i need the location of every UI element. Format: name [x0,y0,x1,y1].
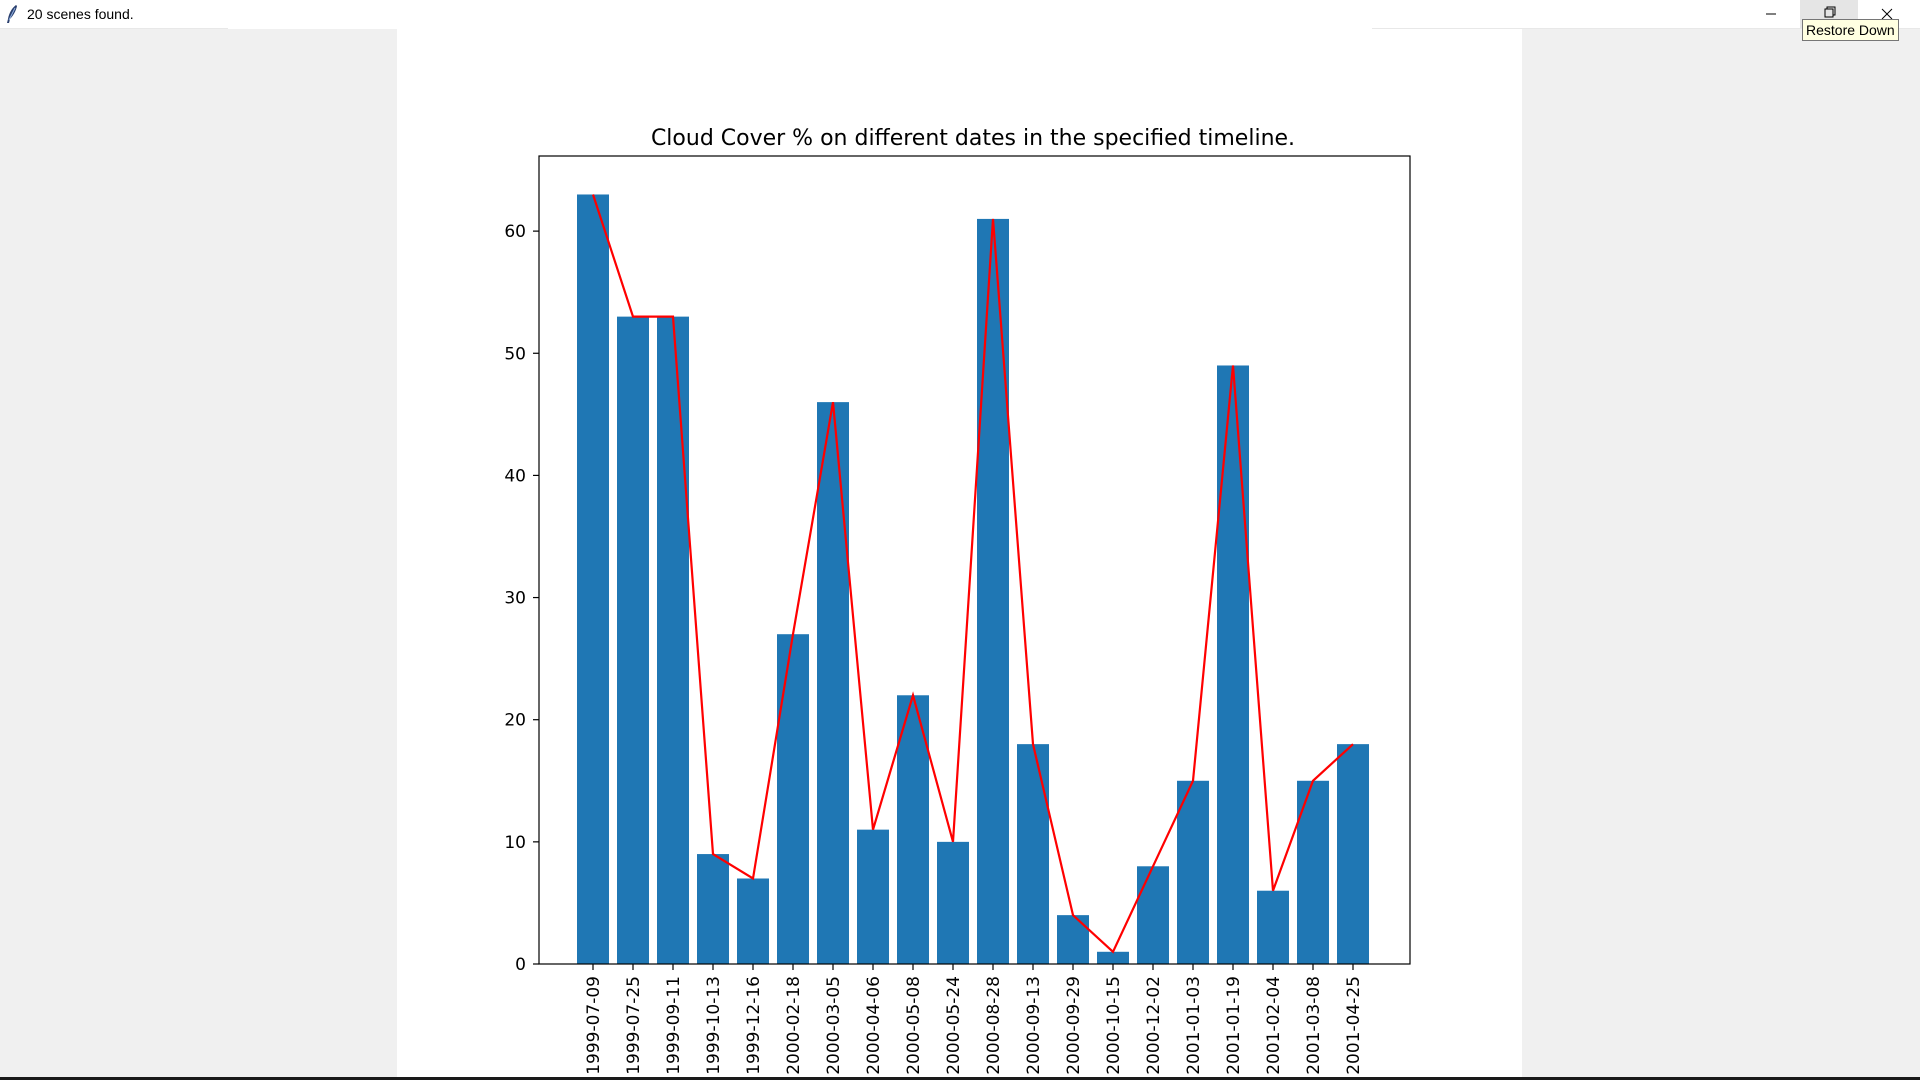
y-tick-label: 30 [504,589,526,609]
x-tick-label: 2000-05-24 [944,976,964,1075]
y-tick-label: 10 [504,833,526,853]
x-tick-label: 2001-01-03 [1184,976,1204,1075]
x-tick-label: 1999-12-16 [744,976,764,1075]
chart: Cloud Cover % on different dates in the … [504,126,1411,1075]
y-tick-label: 40 [504,466,526,486]
bar [1097,951,1129,964]
minimize-button[interactable] [1742,0,1800,29]
bar [1057,915,1089,964]
x-tick-label: 2001-01-19 [1224,976,1244,1075]
x-tick-label: 1999-07-25 [624,976,644,1075]
bar [777,634,809,964]
bar [1017,744,1049,964]
bar [817,402,849,964]
titlebar-divider [0,28,228,29]
bar [937,841,969,964]
x-tick-label: 2000-12-02 [1144,976,1164,1075]
bar [897,695,929,964]
bar [857,829,889,964]
bar [1337,744,1369,964]
chart-canvas: Cloud Cover % on different dates in the … [397,29,1522,1080]
y-axis-ticks: 0 10 20 30 40 50 60 [504,222,539,975]
titlebar-divider [1372,28,1920,29]
bars-layer [577,194,1369,965]
bar [1217,365,1249,965]
x-tick-label: 1999-10-13 [704,976,724,1075]
y-tick-label: 20 [504,711,526,731]
window-title: 20 scenes found. [27,6,134,22]
x-tick-label: 2000-10-15 [1104,976,1124,1075]
x-axis-ticks: 1999-07-09 1999-07-25 1999-09-11 1999-10-13… [584,964,1364,1075]
bar [657,316,689,965]
bar [1177,780,1209,964]
x-tick-label: 1999-09-11 [664,976,684,1075]
bar [1257,890,1289,964]
bottom-border [0,1077,1920,1080]
window-titlebar: 20 scenes found. [0,0,1920,29]
restore-down-tooltip: Restore Down [1802,19,1899,41]
x-tick-label: 2000-02-18 [784,976,804,1075]
chart-title: Cloud Cover % on different dates in the … [651,126,1295,151]
y-tick-label: 0 [515,955,526,975]
close-icon [1881,8,1893,20]
bar [1137,866,1169,964]
bar [617,316,649,965]
y-tick-label: 60 [504,222,526,242]
x-tick-label: 2000-09-29 [1064,976,1084,1075]
bar [577,194,609,964]
x-tick-label: 1999-07-09 [584,976,604,1075]
x-tick-label: 2001-03-08 [1304,976,1324,1075]
x-tick-label: 2000-03-05 [824,976,844,1075]
x-tick-label: 2000-05-08 [904,976,924,1075]
bar [697,854,729,964]
y-tick-label: 50 [504,344,526,364]
feather-icon [7,5,17,23]
x-tick-label: 2001-02-04 [1264,976,1284,1075]
x-tick-label: 2000-08-28 [984,976,1004,1075]
minimize-icon [1766,13,1776,15]
bar [737,878,769,964]
series-line [591,194,1354,954]
x-tick-label: 2001-04-25 [1344,976,1364,1075]
plot-frame [538,155,1411,965]
line-layer [591,194,1354,954]
close-button[interactable] [1858,0,1916,29]
x-tick-label: 2000-09-13 [1024,976,1044,1075]
bar [1297,780,1329,964]
bar [977,218,1009,964]
axes-layer [538,155,1411,965]
restore-icon [1824,6,1836,18]
x-tick-label: 2000-04-06 [864,976,884,1075]
